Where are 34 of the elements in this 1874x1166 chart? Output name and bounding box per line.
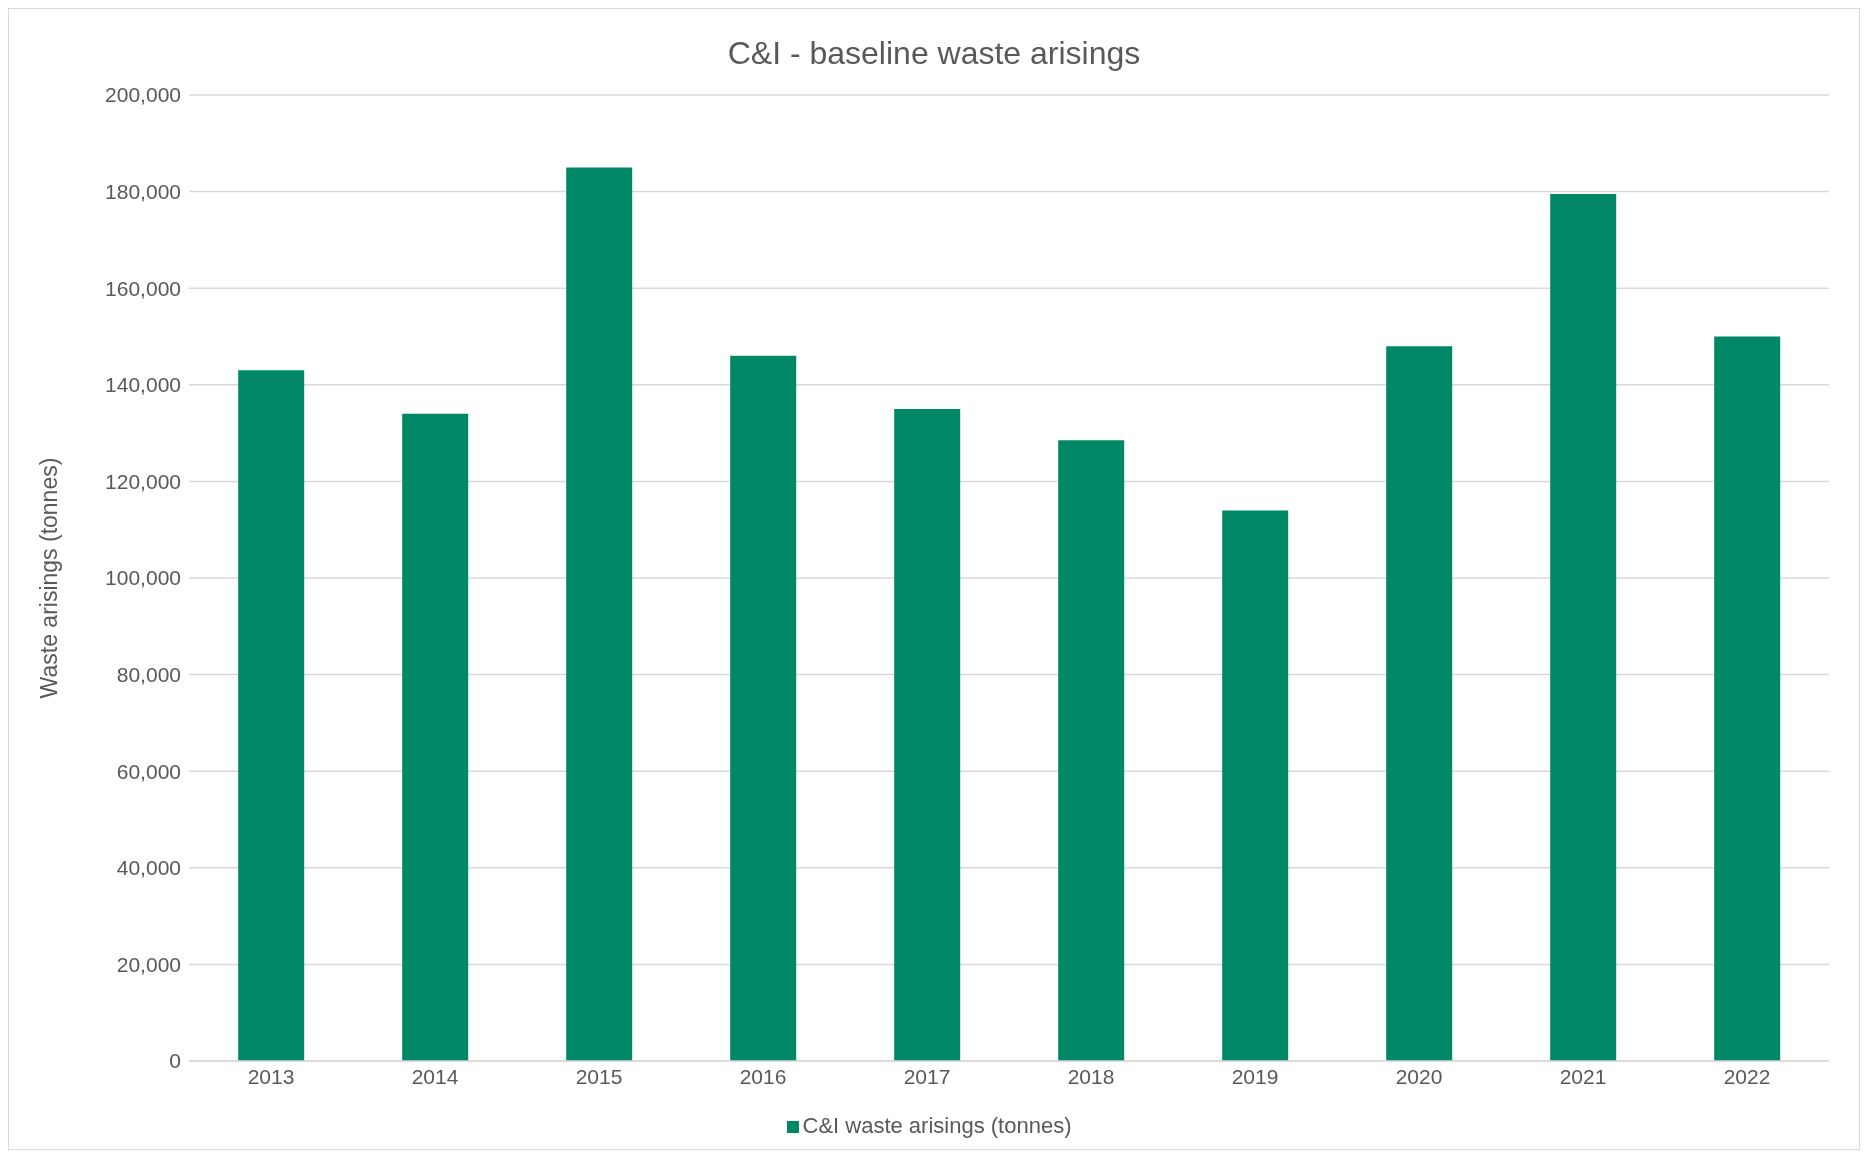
y-tick-label: 80,000 (116, 663, 181, 687)
x-tick-label: 2018 (1067, 1064, 1115, 1088)
y-tick-label: 200,000 (105, 83, 181, 107)
y-tick-label: 20,000 (116, 952, 181, 976)
y-tick-label: 0 (169, 1049, 181, 1073)
chart-title: C&I - baseline waste arisings (726, 34, 1142, 73)
y-tick-label: 120,000 (105, 469, 181, 493)
bar (566, 167, 633, 1061)
bar (402, 413, 469, 1061)
bar (1058, 440, 1125, 1061)
x-tick-label: 2013 (247, 1064, 295, 1088)
bar (894, 408, 961, 1061)
y-tick-label: 40,000 (116, 856, 181, 880)
y-axis-title: Waste arisings (tonnes) (36, 457, 63, 699)
bar (238, 370, 305, 1061)
bar (730, 355, 797, 1061)
y-tick-label: 100,000 (105, 566, 181, 590)
bar (1386, 346, 1453, 1061)
x-tick-label: 2014 (411, 1064, 459, 1088)
bar (1222, 510, 1289, 1061)
x-tick-label: 2021 (1559, 1064, 1607, 1088)
y-tick-label: 140,000 (105, 373, 181, 397)
bar (1714, 336, 1781, 1061)
bar (1550, 194, 1617, 1061)
x-tick-label: 2022 (1723, 1064, 1771, 1088)
x-tick-label: 2017 (903, 1064, 951, 1088)
y-tick-label: 180,000 (105, 180, 181, 204)
x-tick-label: 2019 (1231, 1064, 1279, 1088)
legend-label: C&I waste arisings (tonnes) (802, 1113, 1072, 1138)
x-tick-label: 2015 (575, 1064, 623, 1088)
y-tick-label: 60,000 (116, 759, 181, 783)
y-tick-label: 160,000 (105, 276, 181, 300)
x-tick-label: 2020 (1395, 1064, 1443, 1088)
x-tick-label: 2016 (739, 1064, 787, 1088)
